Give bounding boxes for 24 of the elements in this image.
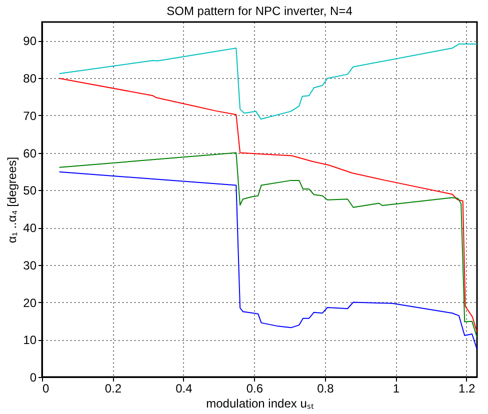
y-tick-label: 80 [23, 72, 37, 86]
x-tick-label: 0.6 [246, 382, 264, 396]
line-series [58, 78, 477, 333]
y-tick-label: 20 [23, 296, 37, 310]
x-tick-label: 0.4 [176, 382, 193, 396]
y-tick-label: 50 [23, 184, 37, 198]
y-tick-label: 90 [23, 34, 37, 48]
y-tick-label: 40 [23, 221, 37, 236]
y-tick-label: 60 [23, 146, 37, 160]
y-tick-label: 30 [23, 258, 37, 272]
chart-title: SOM pattern for NPC inverter, N=4 [166, 4, 353, 18]
line-series [58, 44, 477, 120]
x-tick-label: 1.2 [458, 382, 476, 396]
line-series [58, 152, 477, 338]
line-series [58, 171, 477, 350]
y-axis-title: α₁ ..α₄ [degrees] [5, 156, 20, 244]
x-tick-label: 0.8 [317, 382, 334, 396]
y-tick-label: 70 [23, 108, 37, 123]
x-tick-label: 0.2 [104, 382, 122, 396]
x-axis-title: modulation index uₛₜ [206, 396, 314, 410]
y-tick-label: 10 [23, 333, 37, 348]
y-tick-label: 0 [30, 370, 37, 384]
x-tick-label: 1 [392, 382, 400, 396]
x-tick-label: 0 [42, 382, 50, 396]
